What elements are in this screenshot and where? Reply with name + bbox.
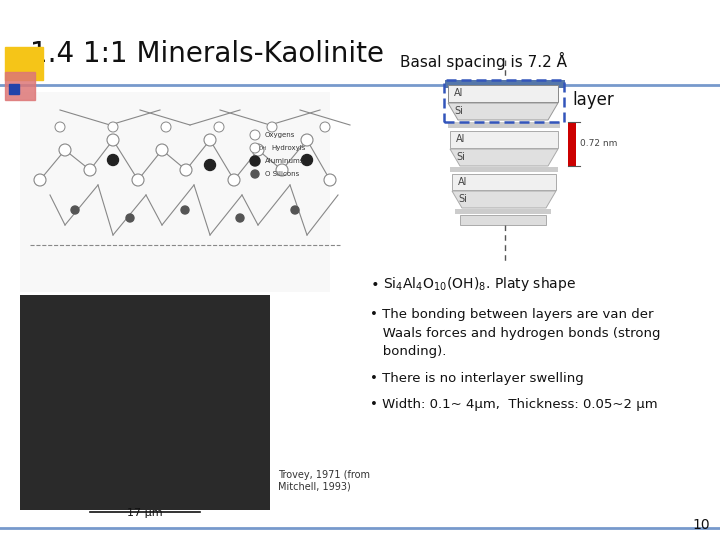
Bar <box>450 131 558 148</box>
Circle shape <box>214 122 224 132</box>
Circle shape <box>276 164 288 176</box>
Circle shape <box>107 154 119 165</box>
Circle shape <box>55 122 65 132</box>
Circle shape <box>251 170 259 178</box>
Text: Trovey, 1971 (from
Mitchell, 1993): Trovey, 1971 (from Mitchell, 1993) <box>278 470 370 491</box>
Text: • There is no interlayer swelling: • There is no interlayer swelling <box>370 372 584 385</box>
Circle shape <box>156 144 168 156</box>
Circle shape <box>250 130 260 140</box>
Bar <box>20 92 330 292</box>
Circle shape <box>250 143 260 153</box>
Circle shape <box>132 174 144 186</box>
Circle shape <box>108 122 118 132</box>
Circle shape <box>228 174 240 186</box>
Circle shape <box>126 214 134 222</box>
Circle shape <box>302 154 312 165</box>
Text: Si: Si <box>456 152 465 162</box>
Text: Basal spacing is 7.2 Å: Basal spacing is 7.2 Å <box>400 52 567 70</box>
Bar <box>448 122 560 128</box>
Circle shape <box>324 174 336 186</box>
Bar <box>5 72 35 100</box>
Circle shape <box>84 164 96 176</box>
Text: layer: layer <box>572 91 613 109</box>
Text: 1.4 1:1 Minerals-Kaolinite: 1.4 1:1 Minerals-Kaolinite <box>30 40 384 68</box>
Text: Oxygens: Oxygens <box>265 132 295 138</box>
Circle shape <box>181 206 189 214</box>
Circle shape <box>301 134 313 146</box>
Text: 17 μm: 17 μm <box>127 508 163 518</box>
Circle shape <box>250 156 260 166</box>
Circle shape <box>291 206 299 214</box>
Polygon shape <box>448 103 558 120</box>
Bar <box>450 167 558 172</box>
Circle shape <box>107 134 119 146</box>
Text: $\bullet$ Si$_4$Al$_4$O$_{10}$(OH)$_8$. Platy shape: $\bullet$ Si$_4$Al$_4$O$_{10}$(OH)$_8$. … <box>370 275 576 293</box>
Bar <box>9 84 19 94</box>
Text: Hydroxyls: Hydroxyls <box>271 145 305 151</box>
Circle shape <box>161 122 171 132</box>
Bar <box>452 174 556 190</box>
Text: 0.72 nm: 0.72 nm <box>580 139 617 148</box>
Text: OH: OH <box>258 145 267 151</box>
Bar <box>455 209 551 214</box>
Circle shape <box>267 122 277 132</box>
Bar <box>5 47 43 80</box>
Text: Si: Si <box>458 194 467 204</box>
Text: O Silicons: O Silicons <box>265 171 300 177</box>
Circle shape <box>34 174 46 186</box>
Circle shape <box>236 214 244 222</box>
Polygon shape <box>445 80 565 88</box>
Bar <box>20 295 270 510</box>
Circle shape <box>180 164 192 176</box>
Bar <box>568 122 576 166</box>
Circle shape <box>59 144 71 156</box>
Circle shape <box>320 122 330 132</box>
Text: Aluminums: Aluminums <box>265 158 305 164</box>
Bar <box>448 85 558 102</box>
Text: 10: 10 <box>693 518 710 532</box>
Text: Al: Al <box>454 88 464 98</box>
Text: • The bonding between layers are van der
   Waals forces and hydrogen bonds (str: • The bonding between layers are van der… <box>370 308 660 358</box>
Polygon shape <box>450 149 558 166</box>
Circle shape <box>204 159 215 171</box>
Text: Si: Si <box>454 106 463 116</box>
Circle shape <box>252 144 264 156</box>
Polygon shape <box>452 191 556 208</box>
Text: Al: Al <box>456 134 465 144</box>
Bar <box>460 215 546 225</box>
Circle shape <box>71 206 79 214</box>
Text: • Width: 0.1~ 4μm,  Thickness: 0.05~2 μm: • Width: 0.1~ 4μm, Thickness: 0.05~2 μm <box>370 398 657 411</box>
Circle shape <box>204 134 216 146</box>
Text: Al: Al <box>458 177 467 187</box>
